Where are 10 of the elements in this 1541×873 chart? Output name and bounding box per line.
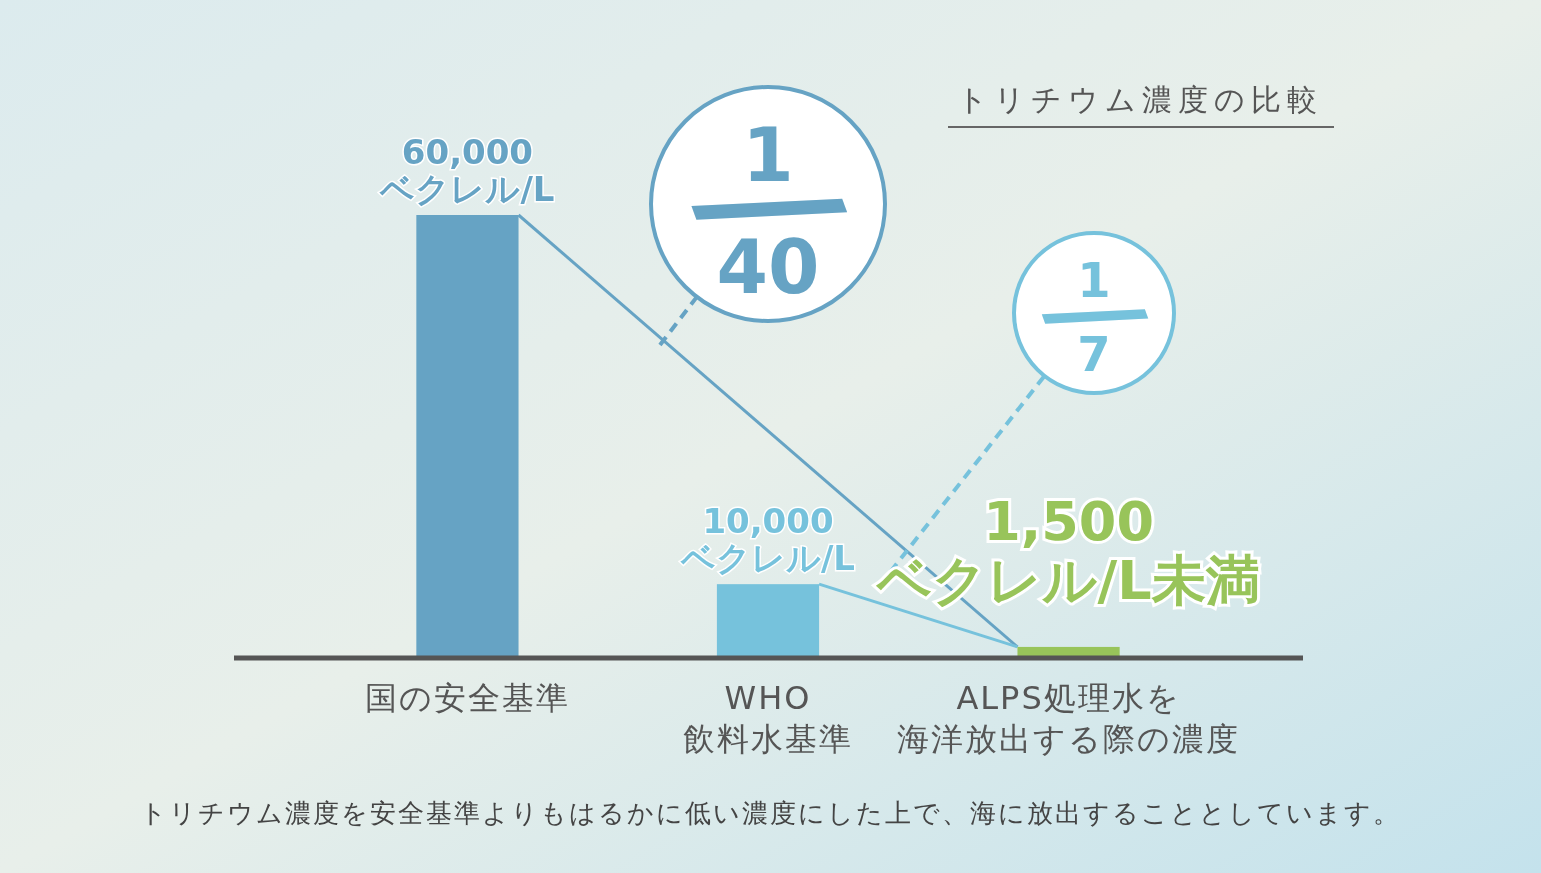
x-tick-label: 国の安全基準: [364, 679, 570, 717]
data-label: 60,000 ベクレル/L: [379, 131, 555, 209]
text: トリチウム濃度を安全基準よりもはるかに低い濃度にした上で、海に放出することとしています。: [139, 798, 1401, 828]
data-label: 1,500 ベクレル/L未満: [875, 489, 1260, 612]
data-label: 10,000 ベクレル/L: [679, 500, 856, 579]
annotation: 1/7: [1025, 252, 1171, 382]
x-tick-label: WHO 飲料水基準: [683, 679, 853, 758]
x-tick-label: ALPS処理水を海洋放出する際の濃度: [897, 679, 1241, 758]
chart-title: トリチウム濃度の比較: [957, 82, 1323, 117]
annotation: 1/40: [668, 111, 881, 310]
